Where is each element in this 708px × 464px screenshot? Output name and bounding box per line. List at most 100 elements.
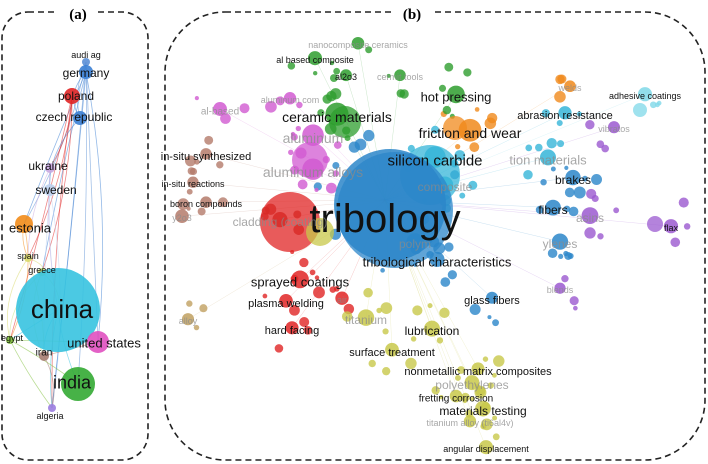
label-algeria: algeria [36, 411, 63, 421]
bubble-small [447, 270, 457, 280]
panel-b-bubbles [175, 36, 691, 455]
bubble-small [561, 274, 569, 283]
bubble-small [591, 194, 599, 203]
bubble-small [555, 74, 565, 85]
label-al-based: al-based [201, 107, 239, 118]
bubble-small [290, 131, 296, 137]
bubble-small [329, 286, 337, 293]
label-asins: asins [576, 211, 604, 225]
bubble-small [262, 293, 268, 299]
label-boron-compounds: boron compounds [170, 199, 243, 209]
bubble-small [576, 111, 582, 117]
bubble-small [564, 187, 575, 198]
link-line [41, 95, 73, 273]
label-materials-testing: materials testing [439, 404, 526, 418]
bubble-adhesive-coatings [637, 87, 653, 102]
link-line [27, 167, 51, 259]
panel-b-labels: tribology silicon carbide ceramic material… [161, 40, 682, 454]
bubble-small [540, 178, 547, 186]
bubble-small [585, 119, 595, 130]
bubble-small [670, 237, 681, 248]
bubble-small [218, 197, 228, 208]
panel-b-frame [164, 11, 706, 461]
bubble-y2o3 [175, 209, 189, 223]
label-greece: greece [28, 265, 56, 275]
label-estonia: estonia [9, 221, 52, 236]
bubble-small [525, 144, 533, 152]
bubble-small [354, 138, 367, 151]
label-tribology: tribology [309, 197, 460, 241]
bubble-small [474, 386, 487, 399]
bubble-small [597, 233, 604, 240]
label-united-states: united states [67, 336, 141, 351]
bubble-small [329, 74, 338, 83]
bubble-small [189, 167, 198, 176]
bubble-small [584, 227, 596, 239]
label-fibers: fibers [538, 203, 567, 217]
bubble-sprayed-coatings [291, 270, 309, 289]
bubble-hard-facing [285, 321, 299, 335]
bubble-algeria [48, 404, 56, 412]
bubble-small [177, 198, 190, 211]
bubble-titanium [357, 309, 375, 326]
bubble-small [487, 382, 494, 389]
bubble-small [431, 386, 440, 395]
label-polym: polym [399, 237, 431, 251]
bubble-small [368, 359, 376, 368]
bubble-small [444, 62, 454, 72]
bubble-small [333, 141, 342, 149]
bubble-brakes [565, 169, 581, 186]
bubble-small [487, 315, 492, 320]
bubble-small [474, 107, 480, 112]
bubble-nonmetallic-matrix-composites [471, 362, 485, 376]
label-ceramic-materials: ceramic materials [282, 109, 392, 125]
bubble-small [438, 84, 447, 92]
bubble-fretting-corrosion [449, 389, 463, 403]
bubble-aluminum [302, 124, 324, 146]
label-egypt: egypt [1, 333, 24, 343]
bubble-small [410, 336, 417, 342]
bubble-small [204, 135, 214, 145]
bubble-small [444, 242, 454, 252]
bubble-small [568, 206, 579, 217]
bubble-small [314, 187, 319, 192]
panel-a-bubbles [6, 58, 109, 412]
bubble-al2o3 [340, 69, 352, 82]
bubble-titanium-alloy-ti6al4v [463, 415, 477, 428]
bubble-small [470, 396, 475, 402]
label-in-situ-synthesized: in-situ synthesized [161, 151, 252, 163]
label-y2o3: y2o3 [172, 213, 192, 223]
bubble-aluminum-com [283, 92, 297, 105]
panel-a-label: (a) [69, 7, 87, 23]
bubble-small [199, 304, 208, 313]
label-titanium-alloy-ti6al4v: titanium alloy (ti6al4v) [426, 418, 513, 428]
bubble-surface-treatment [385, 342, 399, 357]
bubble-small [303, 325, 313, 335]
bubble-small [386, 73, 391, 78]
label-tion-materials: tion materials [509, 153, 587, 168]
bubble-ylenes [551, 233, 569, 250]
bubble-small [460, 392, 470, 402]
label-aluminum: aluminum [283, 130, 344, 146]
bubble-small [405, 357, 417, 370]
label-germany: germany [63, 66, 110, 80]
bubble-small [382, 328, 389, 335]
bubble-small [332, 170, 340, 177]
bubble-small [363, 129, 375, 142]
bubble-small [492, 372, 497, 378]
bubble-small [299, 316, 310, 328]
bubble-fibers [545, 199, 561, 216]
bubble-cluster [633, 103, 647, 117]
bubble-small [573, 186, 586, 199]
label-cermit-tools: cermit tools [377, 72, 424, 82]
bubble-sweden [44, 184, 56, 196]
bubble-small [492, 319, 499, 327]
bubble-angular-displacement [478, 440, 494, 455]
bubble-small [442, 105, 452, 115]
bubble-welds [564, 80, 576, 93]
label-adhesive-coatings: adhesive coatings [609, 91, 682, 101]
bubble-in-situ-synthesized [200, 148, 212, 160]
bubble-small [613, 207, 620, 214]
bubble-blends [554, 282, 566, 294]
bubble-small [439, 394, 444, 400]
